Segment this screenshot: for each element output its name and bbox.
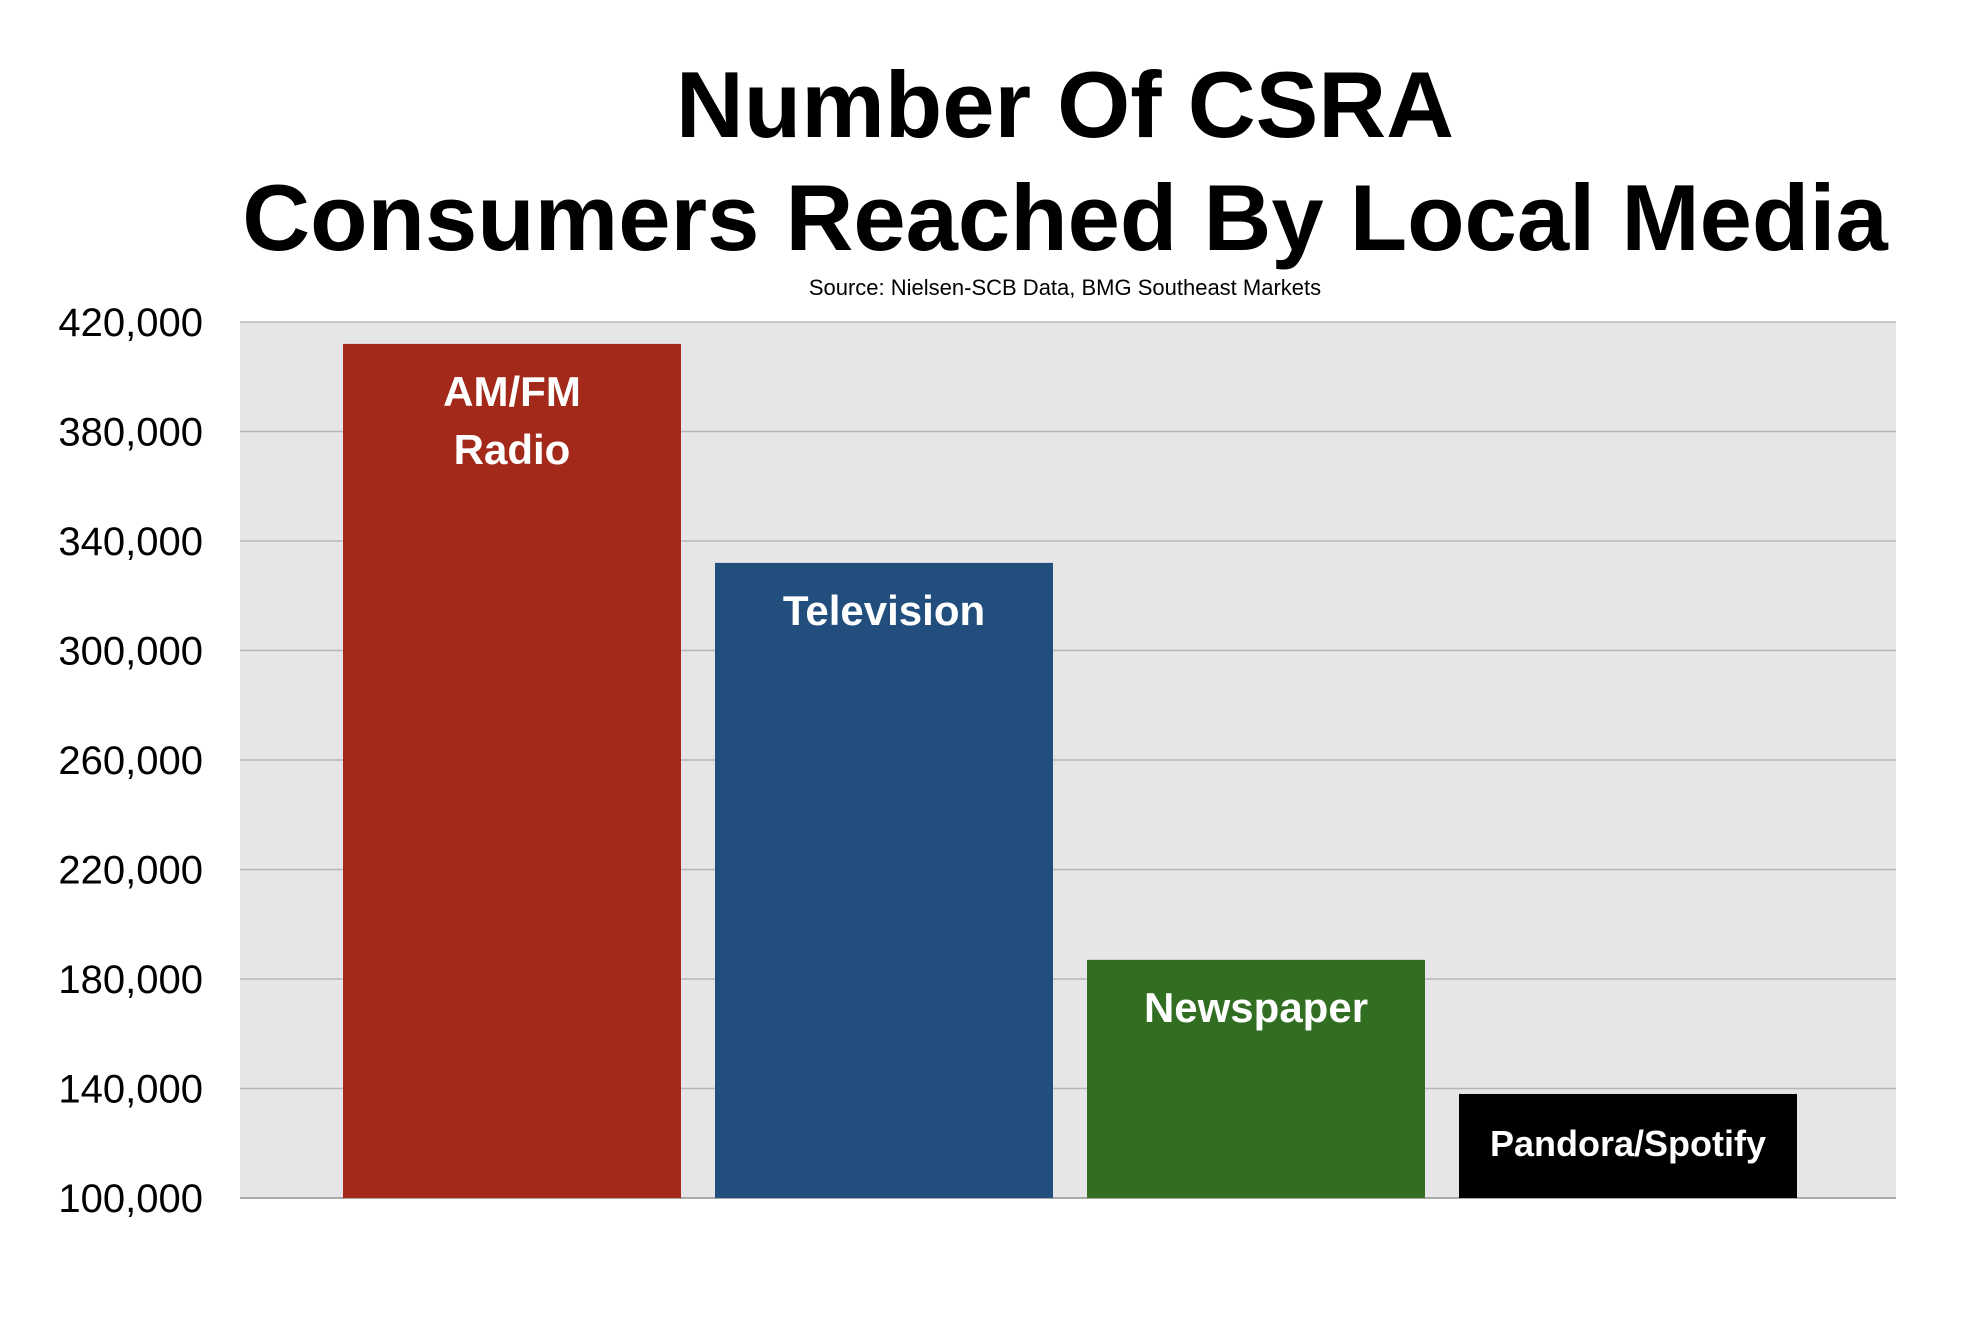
y-axis: 100,000 140,000 180,000 220,000 260,000 300,0… — [58, 301, 203, 1221]
y-tick-label: 420,000 — [58, 301, 203, 345]
y-tick-label: 380,000 — [58, 411, 203, 455]
chart-title-line-2: Consumers Reached By Local Media — [242, 165, 1888, 270]
bar-am-fm-radio — [343, 343, 681, 1198]
y-tick-label: 180,000 — [58, 958, 203, 1002]
y-tick-label: 300,000 — [58, 630, 203, 674]
bar-newspaper — [1087, 959, 1425, 1198]
chart-title: Number Of CSRA Consumers Reached By Loca… — [242, 52, 1888, 270]
y-tick-label: 140,000 — [58, 1068, 203, 1112]
bar-labels: AM/FM Radio Television Newspaper Pandora/Spo… — [443, 368, 1766, 1164]
bars — [343, 343, 1797, 1198]
bar-label: AM/FM — [443, 368, 581, 415]
chart-title-line-1: Number Of CSRA — [676, 52, 1454, 157]
bar-label: Radio — [454, 426, 571, 473]
bar-label: Television — [783, 587, 985, 634]
bar-pandora-spotify — [1459, 1093, 1797, 1198]
y-tick-label: 220,000 — [58, 849, 203, 893]
bar-television — [715, 562, 1053, 1198]
y-tick-label: 340,000 — [58, 520, 203, 564]
bar-label: Newspaper — [1144, 984, 1368, 1031]
chart-source-note: Source: Nielsen-SCB Data, BMG Southeast … — [809, 275, 1321, 300]
y-tick-label: 100,000 — [58, 1177, 203, 1221]
bar-label: Pandora/Spotify — [1490, 1123, 1766, 1164]
y-tick-label: 260,000 — [58, 739, 203, 783]
